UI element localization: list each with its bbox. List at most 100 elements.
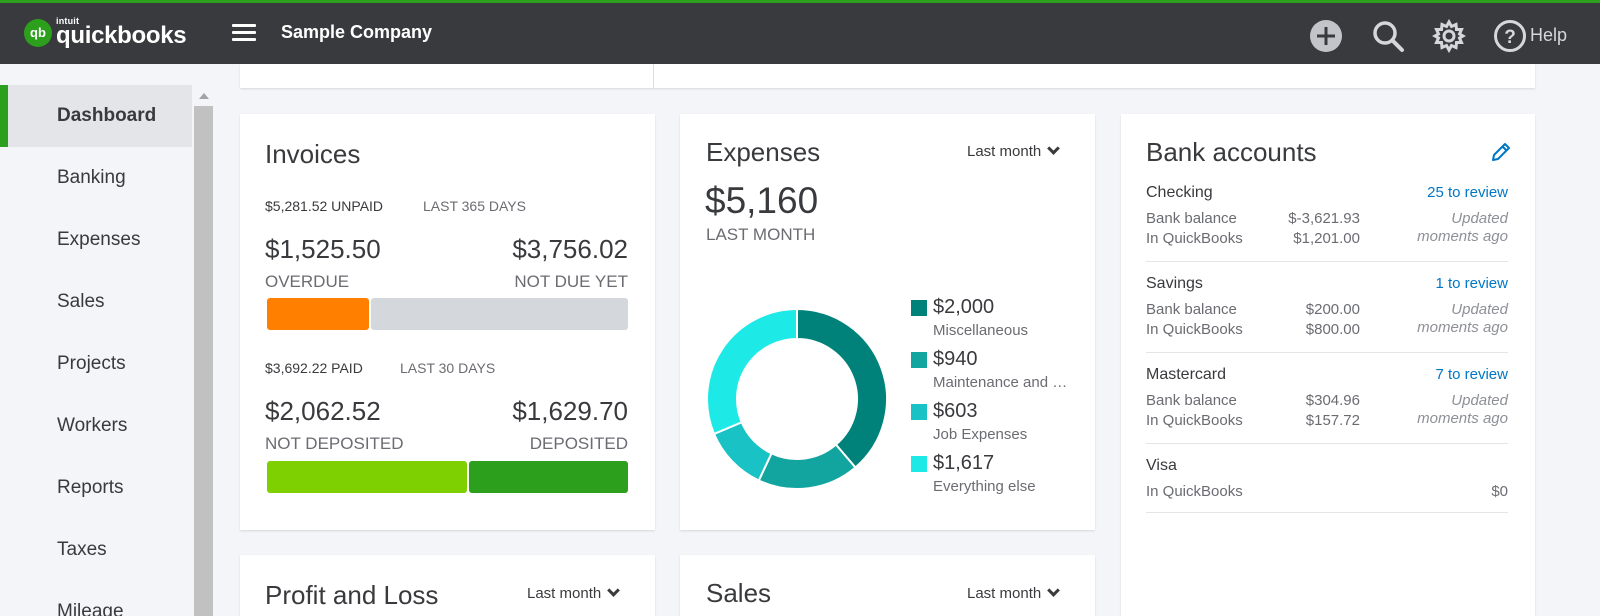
sidebar-item-taxes[interactable]: Taxes bbox=[57, 539, 107, 560]
company-name: Sample Company bbox=[281, 22, 433, 42]
not-deposited-amount: $2,062.52 bbox=[265, 396, 381, 426]
invoices-title[interactable]: Invoices bbox=[265, 139, 361, 169]
top-bar: qb intuit quickbooks Sample Company ? He… bbox=[0, 0, 1600, 64]
review-link[interactable]: 25 to review bbox=[1427, 184, 1508, 201]
not-due-amount: $3,756.02 bbox=[512, 234, 628, 264]
bank-accounts-title[interactable]: Bank accounts bbox=[1146, 137, 1317, 167]
quickbooks-logo[interactable]: qb intuit quickbooks bbox=[24, 16, 187, 49]
bank-accounts-card bbox=[1121, 114, 1535, 616]
bank-balance-value: $304.96 bbox=[1305, 392, 1360, 409]
invoices-paid-period: LAST 30 DAYS bbox=[400, 360, 496, 376]
not-deposited-bar[interactable] bbox=[267, 461, 467, 493]
not-due-label: NOT DUE YET bbox=[514, 272, 628, 291]
in-quickbooks-label: In QuickBooks bbox=[1146, 483, 1243, 500]
help-circle-icon[interactable]: ? bbox=[1493, 19, 1527, 53]
legend-swatch bbox=[911, 300, 927, 316]
legend-label: Maintenance and … bbox=[933, 374, 1068, 391]
updated-text: Updated bbox=[1451, 392, 1508, 409]
updated-status: Updated moments ago bbox=[1417, 392, 1508, 428]
review-link[interactable]: 7 to review bbox=[1435, 366, 1508, 383]
updated-time: moments ago bbox=[1417, 410, 1508, 427]
legend-swatch bbox=[911, 404, 927, 420]
profit-loss-period-label: Last month bbox=[527, 585, 602, 602]
in-quickbooks-label: In QuickBooks bbox=[1146, 412, 1243, 429]
updated-time: moments ago bbox=[1417, 319, 1508, 336]
legend-swatch bbox=[911, 456, 927, 472]
profit-loss-title[interactable]: Profit and Loss bbox=[265, 580, 439, 610]
expenses-period-label: Last month bbox=[967, 143, 1042, 160]
sidebar-item-expenses[interactable]: Expenses bbox=[57, 229, 141, 250]
overdue-label: OVERDUE bbox=[265, 272, 350, 291]
donut-slice-1[interactable] bbox=[757, 443, 857, 490]
sidebar-nav: Dashboard Banking Expenses Sales Project… bbox=[0, 85, 192, 616]
sidebar-item-dashboard[interactable]: Dashboard bbox=[0, 85, 192, 147]
bank-account-name: Checking bbox=[1146, 184, 1213, 201]
svg-text:?: ? bbox=[1504, 27, 1516, 48]
invoices-paid-amount: $3,692.22 PAID bbox=[265, 360, 363, 376]
scroll-up-arrow-icon[interactable] bbox=[199, 93, 209, 99]
not-due-bar[interactable] bbox=[371, 298, 628, 330]
profit-loss-card bbox=[240, 555, 655, 616]
bank-balance-label: Bank balance bbox=[1146, 210, 1237, 227]
chevron-down-icon bbox=[1047, 584, 1061, 597]
sales-period-dropdown[interactable]: Last month bbox=[967, 584, 1061, 602]
in-quickbooks-value: $800.00 bbox=[1305, 321, 1360, 338]
bank-balance-value: $200.00 bbox=[1305, 301, 1360, 318]
in-quickbooks-value: $1,201.00 bbox=[1293, 230, 1360, 247]
not-deposited-label: NOT DEPOSITED bbox=[265, 434, 404, 453]
review-link[interactable]: 1 to review bbox=[1435, 275, 1508, 292]
sidebar-item-workers[interactable]: Workers bbox=[57, 415, 128, 436]
bank-balance-value: $-3,621.93 bbox=[1288, 210, 1360, 227]
updated-text: Updated bbox=[1451, 210, 1508, 227]
pencil-icon[interactable] bbox=[1490, 141, 1512, 163]
deposited-bar[interactable] bbox=[469, 461, 628, 493]
hamburger-menu-icon[interactable] bbox=[232, 24, 256, 42]
plus-circle-icon[interactable] bbox=[1309, 19, 1343, 53]
logo-wordmark: intuit quickbooks bbox=[56, 16, 187, 49]
sidebar-item-sales[interactable]: Sales bbox=[57, 291, 105, 312]
bank-account-checking[interactable]: Checking 25 to review Bank balance $-3,6… bbox=[1146, 184, 1508, 262]
gear-icon[interactable] bbox=[1432, 19, 1466, 53]
invoices-unpaid-period: LAST 365 DAYS bbox=[423, 198, 526, 214]
bank-balance-label: Bank balance bbox=[1146, 301, 1237, 318]
expenses-donut-chart[interactable] bbox=[706, 308, 888, 490]
updated-status: Updated moments ago bbox=[1417, 210, 1508, 246]
sales-period-label: Last month bbox=[967, 585, 1042, 602]
bank-account-name: Mastercard bbox=[1146, 366, 1227, 383]
expenses-total: $5,160 bbox=[705, 180, 819, 221]
in-quickbooks-label: In QuickBooks bbox=[1146, 321, 1243, 338]
expenses-period-dropdown[interactable]: Last month bbox=[967, 142, 1061, 160]
search-icon[interactable] bbox=[1371, 19, 1405, 53]
logo-quickbooks-text: quickbooks bbox=[56, 22, 187, 49]
donut-slice-3[interactable] bbox=[706, 308, 798, 436]
in-quickbooks-value: $157.72 bbox=[1305, 412, 1360, 429]
sidebar-item-mileage[interactable]: Mileage bbox=[57, 601, 124, 616]
expenses-total-label: LAST MONTH bbox=[706, 225, 816, 244]
top-partial-card bbox=[240, 64, 1535, 88]
sidebar-item-projects[interactable]: Projects bbox=[57, 353, 126, 374]
sales-title[interactable]: Sales bbox=[706, 578, 772, 608]
donut-slice-0[interactable] bbox=[796, 308, 888, 469]
overdue-amount: $1,525.50 bbox=[265, 234, 381, 264]
help-label[interactable]: Help bbox=[1530, 25, 1568, 45]
expenses-title[interactable]: Expenses bbox=[706, 137, 821, 167]
sidebar-item-banking[interactable]: Banking bbox=[57, 167, 126, 188]
profit-loss-period-dropdown[interactable]: Last month bbox=[527, 584, 621, 602]
sidebar-item-reports[interactable]: Reports bbox=[57, 477, 124, 498]
legend-amount: $1,617 bbox=[933, 452, 995, 474]
bank-account-visa[interactable]: Visa In QuickBooks $0 bbox=[1146, 457, 1508, 513]
deposited-amount: $1,629.70 bbox=[512, 396, 628, 426]
sidebar-scrollbar-thumb[interactable] bbox=[194, 106, 213, 616]
logo-intuit-text: intuit bbox=[56, 16, 80, 26]
legend-swatch bbox=[911, 352, 927, 368]
legend-amount: $2,000 bbox=[933, 296, 995, 318]
bank-account-name: Savings bbox=[1146, 275, 1203, 292]
updated-text: Updated bbox=[1451, 301, 1508, 318]
bank-account-mastercard[interactable]: Mastercard 7 to review Bank balance $304… bbox=[1146, 366, 1508, 444]
overdue-bar[interactable] bbox=[267, 298, 369, 330]
bank-account-name: Visa bbox=[1146, 457, 1177, 474]
bank-account-savings[interactable]: Savings 1 to review Bank balance $200.00… bbox=[1146, 275, 1508, 353]
legend-label: Miscellaneous bbox=[933, 322, 1029, 339]
legend-label: Job Expenses bbox=[933, 426, 1028, 443]
in-quickbooks-label: In QuickBooks bbox=[1146, 230, 1243, 247]
